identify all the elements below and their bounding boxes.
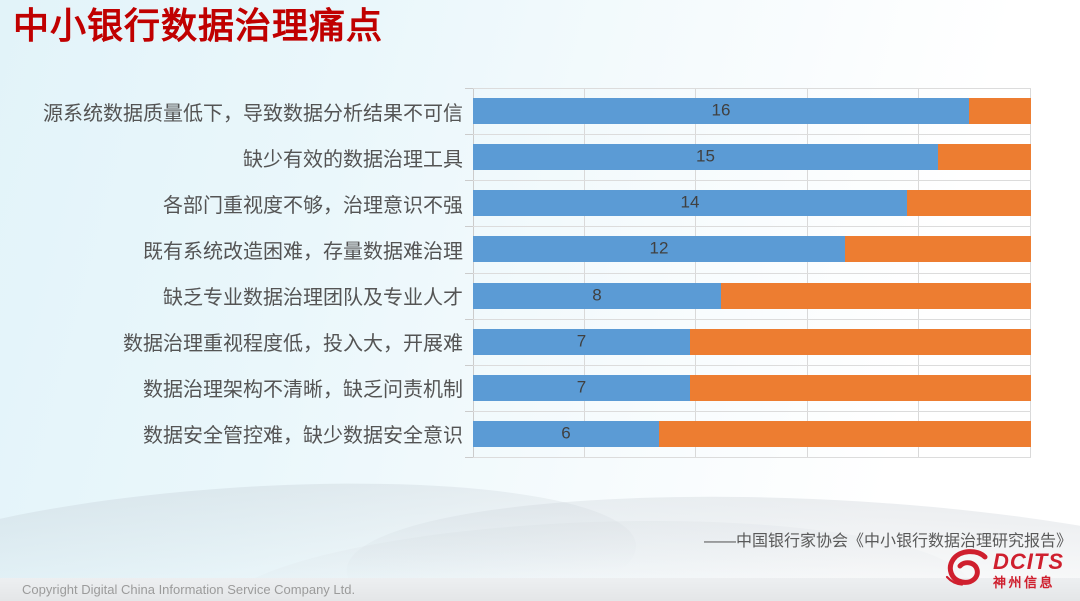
stacked-bar-chart-plot: 16 15 14 12 8 7 7 6 [465,88,1031,458]
bar-row: 12 [473,236,1031,263]
category-label: 各部门重视度不够，治理意识不强 [163,194,463,217]
bar-blue-segment: 8 [473,282,721,309]
bar-value-label: 6 [561,423,571,443]
category-label: 数据治理架构不清晰，缺乏问责机制 [143,379,463,402]
chart-category-labels: 源系统数据质量低下，导致数据分析结果不可信缺少有效的数据治理工具各部门重视度不够… [0,88,463,457]
gridline-horizontal [473,273,1031,274]
gridline-horizontal [473,134,1031,135]
gridline-vertical [1030,88,1031,457]
bar-value-label: 16 [711,100,731,120]
bar-orange-segment [690,328,1031,355]
bar-value-label: 8 [592,285,602,305]
category-label: 源系统数据质量低下，导致数据分析结果不可信 [43,102,463,125]
axis-tick [465,457,473,458]
bar-row: 14 [473,190,1031,217]
axis-tick [465,88,473,89]
gridline-horizontal [473,411,1031,412]
axis-tick [465,411,473,412]
dcits-swoosh-icon [945,549,988,586]
category-label: 数据治理重视程度低，投入大，开展难 [123,333,463,356]
bar-orange-segment [969,98,1031,125]
page-title: 中小银行数据治理痛点 [13,5,384,46]
bar-orange-segment [845,236,1031,263]
category-label: 数据安全管控难，缺少数据安全意识 [143,425,463,448]
source-citation: ——中国银行家协会《中小银行数据治理研究报告》 [703,533,1072,550]
dcits-logo: DCITS 神州信息 [944,549,1064,591]
bar-value-label: 7 [576,377,587,397]
bar-orange-segment [907,190,1031,217]
bar-row: 7 [473,328,1031,355]
bar-value-label: 14 [680,192,700,212]
gridline-horizontal [473,226,1031,227]
bar-blue-segment: 14 [473,190,907,217]
category-label: 缺少有效的数据治理工具 [243,148,463,171]
bar-value-label: 7 [576,331,587,351]
gridline-horizontal [473,88,1031,89]
bar-blue-segment: 12 [473,236,845,263]
bar-row: 15 [473,144,1031,171]
bar-blue-segment: 15 [473,144,938,171]
gridline-vertical [918,88,920,457]
bar-row: 16 [473,98,1031,125]
copyright-text: Copyright Digital China Information Serv… [22,582,356,597]
logo-wordmark: DCITS [993,549,1064,574]
bar-orange-segment [659,420,1031,447]
gridline-horizontal [473,180,1031,181]
bar-value-label: 12 [649,239,669,259]
bar-blue-segment: 6 [473,420,659,447]
bar-row: 7 [473,374,1031,401]
gridline-horizontal [473,365,1031,366]
bar-blue-segment: 7 [473,328,690,355]
bar-value-label: 15 [696,146,715,166]
gridline-vertical [583,88,585,457]
axis-tick [465,134,473,135]
bar-orange-segment [721,282,1031,309]
gridline-vertical [695,88,697,457]
bar-row: 6 [473,420,1031,447]
bar-blue-segment: 16 [473,98,969,125]
axis-tick [465,226,473,227]
background-wave-decoration [0,452,1080,578]
footer-bar: Copyright Digital China Information Serv… [0,578,1080,601]
logo-text: DCITS 神州信息 [993,549,1064,590]
category-label: 缺乏专业数据治理团队及专业人才 [163,287,463,310]
axis-tick [465,365,473,366]
logo-chinese-name: 神州信息 [993,575,1056,590]
bar-row: 8 [473,282,1031,309]
gridline-vertical [806,88,808,457]
bar-orange-segment [690,374,1031,401]
axis-tick [465,273,473,274]
gridline-horizontal [473,457,1031,458]
gridline-horizontal [473,319,1031,320]
bar-orange-segment [938,144,1031,171]
axis-tick [465,319,473,320]
category-label: 既有系统改造困难，存量数据难治理 [143,240,463,263]
category-axis-line [473,88,474,457]
bar-blue-segment: 7 [473,374,690,401]
axis-tick [465,180,473,181]
